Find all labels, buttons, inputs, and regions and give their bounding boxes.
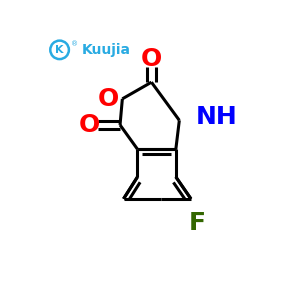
Text: O: O xyxy=(79,113,100,137)
Text: F: F xyxy=(188,211,205,235)
Text: O: O xyxy=(141,47,162,71)
Text: NH: NH xyxy=(196,105,237,129)
Text: O: O xyxy=(97,87,118,111)
Text: ®: ® xyxy=(71,41,78,47)
Text: K: K xyxy=(55,45,64,55)
Text: Kuujia: Kuujia xyxy=(82,43,131,57)
